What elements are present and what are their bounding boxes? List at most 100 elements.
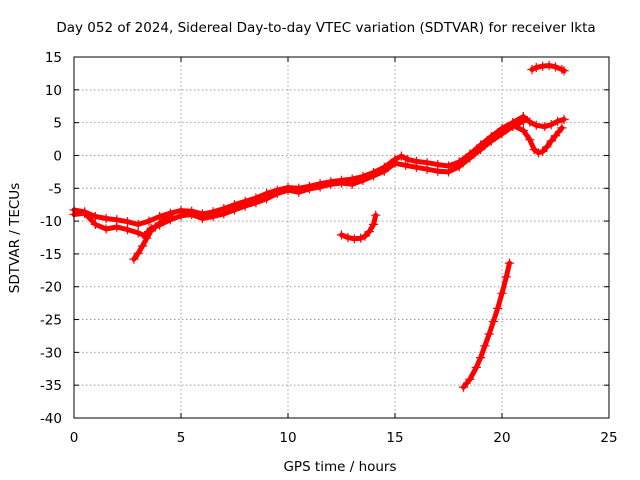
data-point	[540, 121, 550, 132]
y-tick-label: -15	[40, 247, 62, 263]
data-point	[356, 233, 366, 243]
data-point	[304, 184, 314, 194]
series-trace	[510, 122, 565, 156]
x-tick-label: 0	[70, 430, 79, 446]
data-point	[349, 234, 359, 244]
data-point	[533, 148, 543, 158]
data-point	[476, 353, 486, 363]
series-layer	[69, 60, 569, 392]
data-point	[294, 187, 304, 197]
data-point	[155, 218, 165, 228]
data-point	[396, 151, 407, 161]
series-track-13h	[336, 210, 381, 244]
data-point	[433, 166, 443, 176]
data-point	[142, 233, 152, 243]
data-point	[403, 154, 413, 164]
y-tick-label: -40	[40, 411, 62, 427]
data-point	[527, 64, 537, 75]
data-point	[471, 362, 481, 373]
data-point	[559, 66, 569, 76]
data-point	[137, 241, 148, 251]
data-point	[518, 125, 528, 136]
data-point	[443, 167, 454, 177]
data-point	[546, 120, 556, 130]
data-point	[272, 188, 282, 199]
x-tick-label: 15	[386, 430, 403, 446]
y-tick-label: 5	[53, 116, 62, 132]
data-point	[544, 60, 554, 71]
data-point	[101, 213, 111, 224]
data-point	[401, 160, 411, 170]
data-point	[476, 144, 486, 155]
data-point	[90, 219, 100, 229]
data-point	[550, 131, 561, 141]
data-point	[497, 129, 507, 139]
data-point	[525, 135, 535, 145]
data-point	[538, 61, 548, 71]
data-point	[454, 162, 464, 172]
data-point	[557, 123, 567, 133]
y-tick-label: -30	[40, 345, 62, 361]
data-point	[129, 254, 139, 264]
data-point	[165, 211, 175, 221]
series-track-top-22h	[527, 60, 569, 76]
x-tick-label: 5	[177, 430, 186, 446]
data-point	[90, 211, 100, 222]
data-point	[531, 120, 541, 130]
data-point	[187, 209, 197, 220]
y-tick-label: -5	[49, 181, 62, 197]
data-point	[422, 164, 432, 174]
data-point	[219, 209, 229, 219]
data-point	[465, 153, 475, 163]
data-point	[315, 182, 325, 192]
data-point	[101, 224, 111, 234]
data-point	[122, 225, 133, 235]
data-point	[251, 198, 261, 208]
y-axis-label: SDTVAR / TECUs	[7, 183, 23, 293]
data-point	[480, 341, 490, 351]
series-track-steep-19h	[458, 258, 515, 392]
data-point	[538, 146, 548, 157]
data-point	[493, 303, 503, 313]
data-point	[484, 329, 494, 339]
data-point	[488, 316, 499, 327]
series-track-late-lower	[508, 120, 567, 158]
y-tick-label: 0	[53, 148, 62, 164]
data-point	[508, 120, 518, 130]
data-point	[176, 211, 186, 221]
data-point	[518, 112, 528, 122]
chart-title: Day 052 of 2024, Sidereal Day-to-day VTE…	[56, 20, 595, 36]
x-axis-label: GPS time / hours	[283, 459, 396, 475]
data-point	[336, 230, 347, 240]
data-point	[553, 116, 563, 126]
y-tick-label: -25	[40, 313, 62, 329]
y-tick-label: 10	[45, 83, 62, 99]
data-point	[133, 248, 143, 258]
data-point	[80, 208, 90, 218]
x-tick-label: 20	[493, 430, 510, 446]
y-tick-label: -35	[40, 378, 62, 394]
data-point	[262, 194, 272, 204]
data-point	[159, 215, 169, 225]
series-trace	[339, 212, 379, 242]
data-point	[112, 222, 122, 232]
series-track-dip-3h	[129, 211, 175, 264]
data-point	[369, 219, 379, 229]
y-tick-label: -20	[40, 280, 62, 296]
data-point	[550, 62, 561, 72]
data-point	[150, 222, 160, 232]
plot-frame	[73, 56, 610, 419]
tick-layer: 0 5 10 15 20 25 15 10 5 0 -5 -10 -15 -20 -25 -30 -35 -40	[40, 50, 618, 446]
y-tick-label: -10	[40, 214, 62, 230]
data-point	[531, 62, 541, 73]
data-point	[240, 201, 250, 211]
series-trace	[71, 118, 526, 238]
data-point	[390, 158, 400, 168]
data-point	[133, 228, 143, 238]
data-point	[208, 211, 218, 222]
data-point	[504, 258, 515, 268]
data-point	[360, 231, 370, 241]
data-point	[458, 382, 469, 392]
data-point	[336, 178, 347, 188]
data-point	[379, 166, 389, 176]
